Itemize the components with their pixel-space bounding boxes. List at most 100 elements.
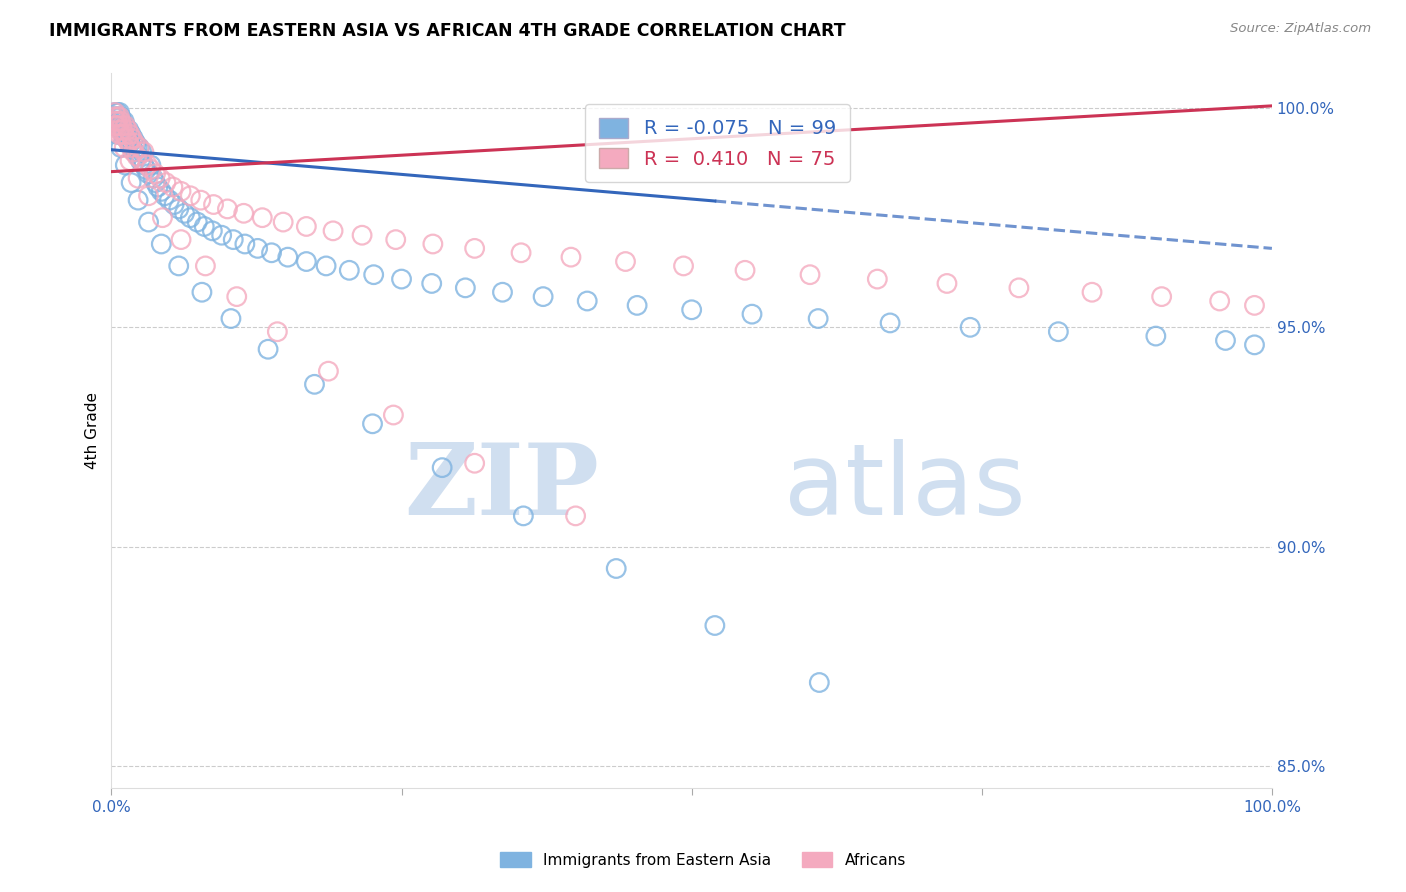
Text: ZIP: ZIP: [404, 439, 599, 536]
Point: [512, 508, 534, 523]
Point: [531, 290, 554, 304]
Point: [560, 250, 582, 264]
Point: [139, 158, 162, 172]
Point: [420, 277, 443, 291]
Point: [111, 114, 134, 128]
Point: [138, 188, 160, 202]
Point: [152, 211, 174, 225]
Point: [108, 128, 131, 142]
Point: [149, 171, 172, 186]
Point: [110, 114, 132, 128]
Point: [124, 145, 146, 159]
Point: [121, 140, 143, 154]
Point: [257, 343, 280, 357]
Point: [118, 128, 141, 142]
Point: [105, 119, 128, 133]
Point: [105, 114, 128, 128]
Point: [194, 259, 217, 273]
Point: [266, 325, 288, 339]
Point: [1243, 298, 1265, 312]
Point: [112, 123, 135, 137]
Point: [112, 128, 135, 142]
Point: [159, 193, 181, 207]
Point: [1081, 285, 1104, 300]
Point: [125, 140, 148, 154]
Point: [382, 408, 405, 422]
Point: [129, 153, 152, 168]
Point: [115, 132, 138, 146]
Point: [295, 219, 318, 234]
Point: [510, 245, 533, 260]
Point: [111, 119, 134, 133]
Point: [128, 140, 150, 154]
Point: [120, 140, 142, 154]
Point: [115, 132, 138, 146]
Point: [808, 675, 831, 690]
Point: [112, 114, 135, 128]
Point: [105, 119, 128, 133]
Point: [186, 215, 208, 229]
Point: [564, 508, 586, 523]
Point: [110, 140, 132, 154]
Point: [384, 233, 406, 247]
Point: [131, 145, 153, 159]
Point: [879, 316, 901, 330]
Point: [111, 128, 134, 142]
Point: [741, 307, 763, 321]
Point: [139, 162, 162, 177]
Point: [105, 128, 128, 142]
Point: [138, 215, 160, 229]
Point: [108, 114, 131, 128]
Point: [122, 145, 145, 159]
Point: [114, 119, 136, 133]
Point: [104, 114, 127, 128]
Point: [111, 119, 134, 133]
Point: [127, 149, 149, 163]
Point: [128, 140, 150, 154]
Point: [295, 254, 318, 268]
Point: [170, 185, 193, 199]
Point: [107, 110, 129, 124]
Legend: R = -0.075   N = 99, R =  0.410   N = 75: R = -0.075 N = 99, R = 0.410 N = 75: [585, 104, 849, 182]
Point: [104, 105, 127, 120]
Point: [105, 110, 128, 124]
Point: [681, 302, 703, 317]
Point: [103, 110, 125, 124]
Point: [626, 298, 648, 312]
Point: [121, 132, 143, 146]
Point: [105, 105, 128, 120]
Point: [136, 158, 159, 172]
Point: [120, 176, 142, 190]
Point: [135, 162, 157, 177]
Text: IMMIGRANTS FROM EASTERN ASIA VS AFRICAN 4TH GRADE CORRELATION CHART: IMMIGRANTS FROM EASTERN ASIA VS AFRICAN …: [49, 22, 846, 40]
Point: [179, 188, 201, 202]
Point: [117, 123, 139, 137]
Point: [734, 263, 756, 277]
Point: [422, 237, 444, 252]
Point: [115, 123, 138, 137]
Point: [170, 233, 193, 247]
Point: [1144, 329, 1167, 343]
Point: [252, 211, 274, 225]
Point: [105, 110, 128, 124]
Point: [222, 233, 245, 247]
Point: [103, 110, 125, 124]
Point: [114, 119, 136, 133]
Point: [605, 561, 627, 575]
Point: [111, 128, 134, 142]
Point: [614, 254, 637, 268]
Point: [260, 245, 283, 260]
Point: [315, 259, 337, 273]
Point: [1243, 338, 1265, 352]
Point: [337, 263, 360, 277]
Point: [866, 272, 889, 286]
Point: [118, 132, 141, 146]
Point: [117, 128, 139, 142]
Point: [138, 167, 160, 181]
Point: [959, 320, 981, 334]
Point: [430, 460, 453, 475]
Point: [190, 193, 212, 207]
Point: [127, 171, 149, 186]
Point: [125, 149, 148, 163]
Point: [464, 456, 486, 470]
